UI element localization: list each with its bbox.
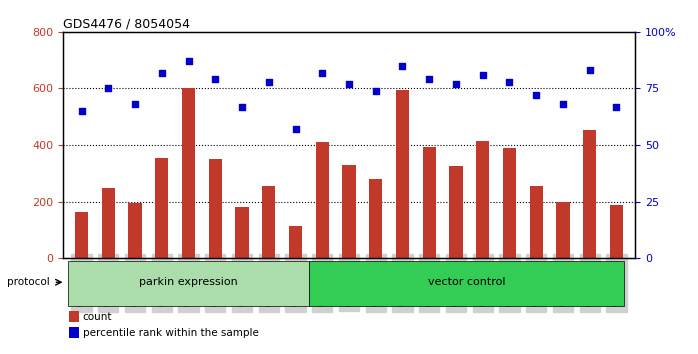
Point [156,70,168,75]
Point [370,88,381,93]
Point [477,72,489,78]
Text: GDS4476 / 8054054: GDS4476 / 8054054 [63,18,190,31]
Point [424,76,435,82]
Point [343,81,355,87]
Bar [68,261,309,306]
Bar [342,165,356,258]
Point [558,102,569,107]
Text: vector control: vector control [428,277,505,287]
Bar [315,142,329,258]
Bar [68,327,79,338]
Point [450,81,461,87]
Point [183,58,194,64]
Bar [450,166,463,258]
Text: percentile rank within the sample: percentile rank within the sample [83,328,259,338]
Bar [182,88,195,258]
Bar [422,147,436,258]
Text: count: count [83,312,112,322]
Point [237,104,248,109]
Bar [396,90,409,258]
Bar [289,226,302,258]
Point [504,79,515,85]
Bar [309,261,625,306]
Point [317,70,328,75]
Point [611,104,622,109]
Bar [530,186,543,258]
Point [263,79,274,85]
Bar [503,148,516,258]
Point [129,102,140,107]
Point [397,63,408,69]
Bar [610,205,623,258]
Bar [155,158,168,258]
Point [290,126,301,132]
Bar [209,159,222,258]
Text: parkin expression: parkin expression [139,277,238,287]
Point [76,108,87,114]
Point [103,86,114,91]
Bar [583,130,596,258]
Bar [102,188,115,258]
Bar [556,202,570,258]
Point [530,92,542,98]
Bar [235,207,248,258]
Bar [262,186,276,258]
Bar [369,179,383,258]
Text: protocol: protocol [7,277,50,287]
Bar [128,203,142,258]
Point [584,68,595,73]
Point [209,76,221,82]
Bar [476,141,489,258]
Bar [75,212,88,258]
Bar [68,311,79,322]
